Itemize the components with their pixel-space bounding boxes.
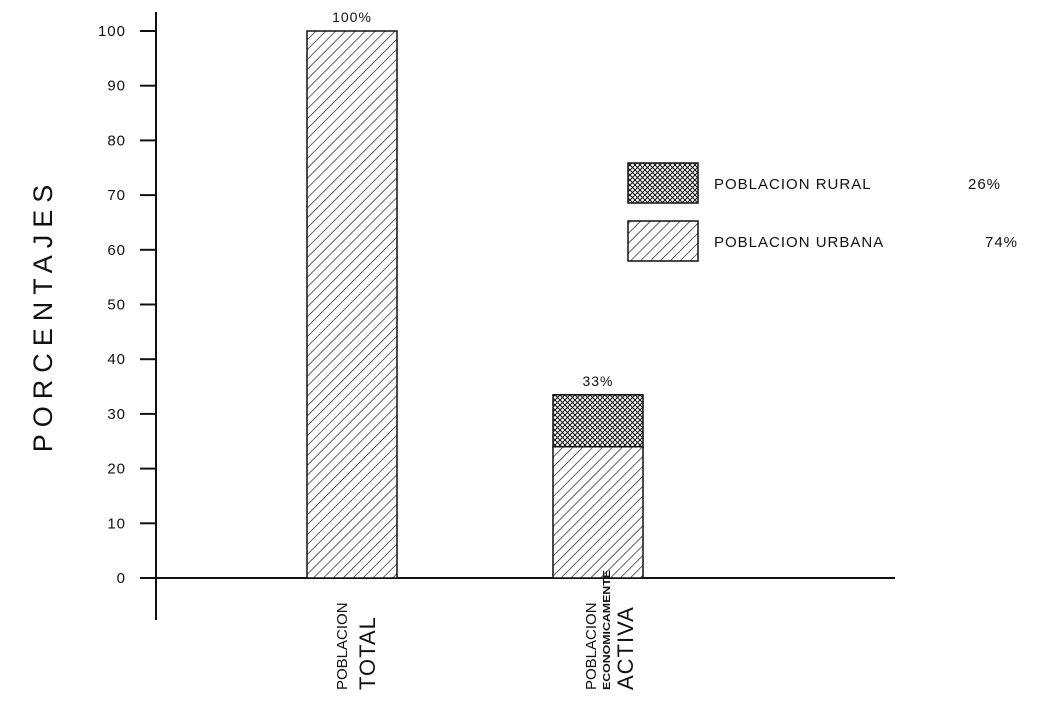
legend-value-urbana: 74% <box>985 234 1018 251</box>
y-axis-label: PORCENTAJES <box>28 178 58 453</box>
y-tick-label: 30 <box>107 406 126 423</box>
y-ticks: 0 10 20 30 40 50 60 70 80 90 100 <box>98 23 156 587</box>
y-tick-label: 100 <box>98 23 126 40</box>
axes <box>140 12 895 620</box>
y-tick-label: 20 <box>107 461 126 478</box>
bar-urbana-1 <box>306 30 398 579</box>
category-labels: POBLACION TOTAL POBLACION ECONOMICAMENTE… <box>334 570 638 690</box>
bar-urbana-2 <box>552 445 644 579</box>
category-label-2-line2: ECONOMICAMENTE <box>602 570 613 690</box>
category-label-1-line3: TOTAL <box>355 616 380 690</box>
y-tick-label: 50 <box>107 297 126 314</box>
legend-label-urbana: POBLACION URBANA <box>714 234 884 251</box>
bars <box>306 30 644 579</box>
legend-value-rural: 26% <box>968 176 1001 193</box>
y-tick-label: 40 <box>107 351 126 368</box>
legend-swatch-rural <box>627 162 699 204</box>
y-tick-label: 70 <box>107 187 126 204</box>
y-tick-label: 10 <box>107 515 126 532</box>
data-label-2: 33% <box>582 373 613 389</box>
data-label-1: 100% <box>332 9 372 25</box>
category-label-2-line1: POBLACION <box>583 602 600 690</box>
y-tick-label: 60 <box>107 242 126 259</box>
y-tick-label: 90 <box>107 78 126 95</box>
bar-rural-2 <box>552 394 644 448</box>
data-labels: 100% 33% <box>332 9 613 389</box>
legend-swatch-urbana <box>627 220 699 262</box>
y-tick-label: 0 <box>117 570 126 587</box>
category-label-2-line3: ACTIVA <box>613 606 638 690</box>
y-tick-label: 80 <box>107 132 126 149</box>
legend: POBLACION RURAL 26% POBLACION URBANA 74% <box>627 162 1018 262</box>
legend-label-rural: POBLACION RURAL <box>714 176 872 193</box>
category-label-1-line1: POBLACION <box>334 602 351 690</box>
